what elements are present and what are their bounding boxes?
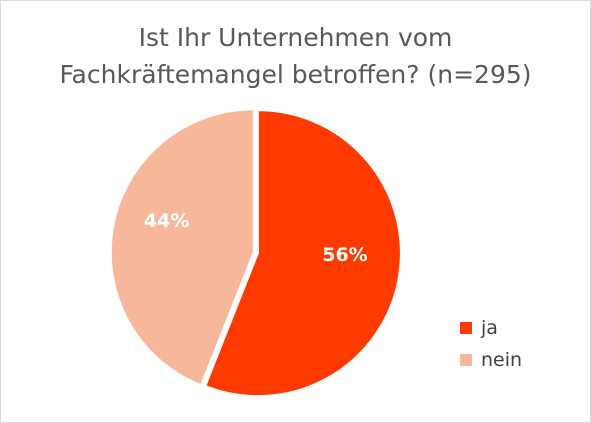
legend-swatch-ja [460,322,472,334]
legend-swatch-nein [460,354,472,366]
chart-title-line-1: Ist Ihr Unternehmen vom [138,23,453,52]
pie-slice-ja [203,109,402,398]
legend-label-nein: nein [481,349,523,371]
chart-title-line-2: Fachkräftemangel betroffen? (n=295) [59,60,532,89]
pie-slice-nein [109,108,255,387]
legend: ja nein [460,312,522,376]
legend-item-ja: ja [460,312,522,344]
chart-title: Ist Ihr Unternehmen vom Fachkräftemangel… [1,19,590,93]
legend-label-ja: ja [481,317,498,339]
data-label-ja: 56% [322,244,367,266]
legend-item-nein: nein [460,344,522,376]
data-label-nein: 44% [144,210,189,232]
